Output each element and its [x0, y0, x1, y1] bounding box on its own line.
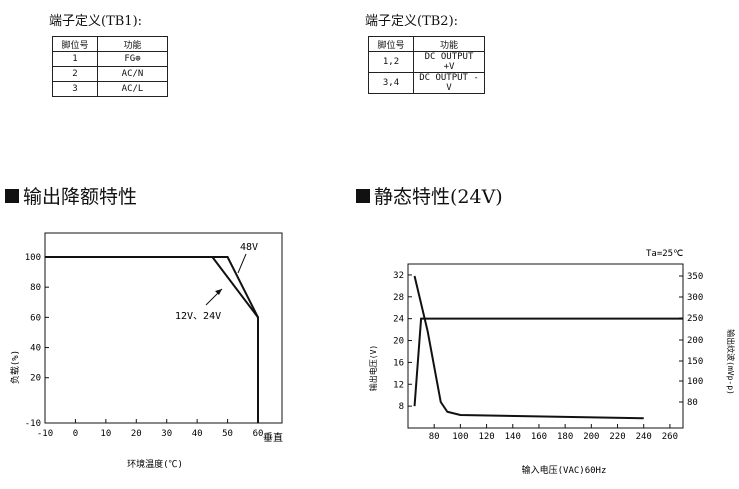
y-tick-label-left: 8 [399, 402, 404, 412]
derating-vertical-label: 垂直 [263, 431, 283, 444]
bullet-square-icon [5, 188, 19, 203]
derating-frame [44, 232, 283, 424]
bullet-square-icon [356, 188, 370, 203]
x-tick-label: 180 [557, 432, 573, 442]
tb1-cell: 1 [52, 51, 98, 67]
y-tick-label: 20 [30, 374, 41, 384]
y-tick-label-left: 12 [393, 380, 404, 390]
x-tick-label: 240 [636, 432, 652, 442]
x-tick-label: 140 [505, 432, 521, 442]
x-tick-label: 30 [161, 429, 172, 439]
static-ticks: 80 100 120 140 160 180 200 220 240 260 8 12 16 20 24 28… [393, 271, 703, 442]
tb1-cell: 2 [52, 66, 98, 82]
ta-label: Ta=25℃ [646, 249, 683, 259]
x-tick-label: 200 [583, 432, 599, 442]
x-tick-label: 120 [478, 432, 494, 442]
y-tick-label-right: 300 [687, 293, 703, 303]
tb2-title: 端子定义(TB2): [365, 14, 459, 29]
tb2-header-func: 功能 [413, 36, 485, 52]
y-tick-label-left: 32 [393, 271, 404, 281]
y-tick-label: 80 [30, 283, 41, 293]
static-ylabel-left: 输出电压(V) [368, 345, 378, 391]
table-row: 1 FG⊕ [52, 51, 168, 67]
derating-section-title: 输出降额特性 [5, 182, 137, 209]
tb1-header-func: 功能 [97, 36, 168, 52]
y-tick-label: -10 [25, 419, 41, 429]
tb1-cell: AC/L [97, 81, 168, 97]
y-tick-label-left: 28 [393, 293, 404, 303]
derating-ticks: -10 0 10 20 30 40 50 60 -10 20 40 60 80 100 [25, 253, 264, 439]
x-tick-label: 220 [609, 432, 625, 442]
derating-ylabel: 负载(%) [9, 350, 21, 384]
label-12v24v: 12V、24V [175, 311, 221, 322]
series-line-48v [45, 256, 259, 423]
static-axes [407, 263, 684, 429]
series-line-12v24v [45, 256, 259, 423]
static-xlabel: 输入电压(VAC)60Hz [522, 464, 607, 476]
tb1-cell: FG⊕ [97, 51, 168, 67]
tb2-cell: DC OUTPUT +V [413, 51, 485, 73]
tb1-header-pin: 脚位号 [52, 36, 98, 52]
derating-axes [44, 232, 283, 424]
table-row: 3,4 DC OUTPUT -V [368, 72, 485, 94]
x-tick-label: 60 [253, 429, 264, 439]
x-tick-label: 10 [100, 429, 111, 439]
derating-title: 输出降额特性 [23, 186, 138, 208]
y-tick-label: 60 [30, 313, 41, 323]
x-tick-label: 40 [192, 429, 203, 439]
y-tick-label-right: 100 [687, 377, 703, 387]
x-tick-label: 20 [131, 429, 142, 439]
tb2-header-pin: 脚位号 [368, 36, 414, 52]
table-row: 3 AC/L [52, 81, 168, 97]
y-tick-label: 100 [25, 253, 41, 263]
y-tick-label-right: 80 [687, 398, 698, 408]
arrow-icon [215, 289, 222, 295]
x-tick-label: -10 [37, 429, 53, 439]
tb2-cell: DC OUTPUT -V [413, 72, 485, 94]
series-line-ripple [413, 275, 644, 420]
tb1-title: 端子定义(TB1): [49, 14, 143, 29]
y-tick-label-left: 20 [393, 337, 404, 347]
y-tick-label-left: 24 [393, 315, 404, 325]
y-tick-label-right: 250 [687, 314, 703, 324]
static-title: 静态特性(24V) [374, 186, 503, 208]
x-tick-label: 260 [662, 432, 678, 442]
series-line-output-voltage [413, 317, 683, 407]
derating-chart: -10 0 10 20 30 40 50 60 -10 20 40 60 80 100 负载(%) 环境温… [9, 232, 283, 470]
y-tick-label-left: 16 [393, 358, 404, 368]
x-tick-label: 80 [429, 432, 440, 442]
static-chart: 80 100 120 140 160 180 200 220 240 260 8 12 16 20 24 28… [368, 249, 736, 476]
x-tick-label: 0 [73, 429, 78, 439]
x-tick-label: 100 [452, 432, 468, 442]
table-row: 1,2 DC OUTPUT +V [368, 51, 485, 73]
label-48v-leader [237, 253, 247, 274]
y-tick-label-right: 200 [687, 336, 703, 346]
tb2-cell: 3,4 [368, 72, 414, 94]
derating-xlabel: 环境温度(℃) [127, 458, 183, 470]
y-tick-label-right: 350 [687, 272, 703, 282]
derating-series [45, 253, 259, 423]
label-48v: 48V [240, 242, 258, 253]
table-row: 2 AC/N [52, 66, 168, 82]
tb1-cell: 3 [52, 81, 98, 97]
tb2-cell: 1,2 [368, 51, 414, 73]
static-frame [407, 263, 684, 429]
static-series [413, 275, 683, 420]
y-tick-label: 40 [30, 344, 41, 354]
y-tick-label-right: 150 [687, 357, 703, 367]
static-ylabel-right: 输出纹波(mVp-p) [726, 329, 736, 395]
static-section-title: 静态特性(24V) [356, 182, 503, 209]
tb1-table: 脚位号 功能 1 FG⊕ 2 AC/N 3 AC/L [52, 36, 168, 97]
tb1-cell: AC/N [97, 66, 168, 82]
tb2-table: 脚位号 功能 1,2 DC OUTPUT +V 3,4 DC OUTPUT -V [368, 36, 485, 94]
x-tick-label: 160 [531, 432, 547, 442]
x-tick-label: 50 [222, 429, 233, 439]
